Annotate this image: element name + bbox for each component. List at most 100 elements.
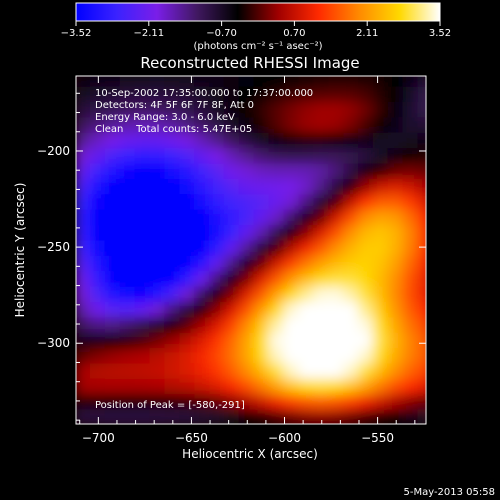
heatmap-cell: [76, 253, 92, 272]
heatmap-cell: [76, 299, 92, 318]
heatmap-cell: [387, 161, 405, 179]
heatmap-cell: [76, 284, 92, 302]
heatmap-cell: [402, 238, 420, 256]
heatmap-cell: [104, 146, 122, 164]
heatmap-cell: [164, 192, 182, 210]
heatmap-cell: [89, 176, 107, 195]
heatmap-cell: [387, 99, 405, 118]
heatmap-cell: [89, 238, 107, 256]
heatmap-cell: [357, 192, 375, 210]
heatmap-cell: [179, 299, 197, 318]
heatmap-cell: [89, 161, 107, 179]
heatmap-cell: [417, 269, 426, 287]
heatmap-cell: [164, 361, 182, 379]
heatmap-cell: [119, 76, 137, 87]
heatmap-cell: [387, 253, 405, 272]
heatmap-cell: [134, 376, 152, 395]
heatmap-cell: [313, 76, 331, 87]
heatmap-cell: [164, 161, 182, 179]
heatmap-cell: [179, 376, 197, 395]
heatmap-cell: [298, 207, 316, 226]
heatmap-cell: [343, 269, 360, 287]
heatmap-cell: [194, 376, 212, 395]
heatmap-cell: [253, 269, 271, 287]
heatmap-cell: [328, 238, 346, 256]
heatmap-cell: [134, 84, 152, 102]
heatmap-cell: [417, 392, 426, 410]
heatmap-cell: [313, 315, 331, 333]
colorbar-tick-label: −2.11: [133, 28, 164, 39]
heatmap-cell: [76, 330, 92, 349]
heatmap-cell: [76, 223, 92, 241]
heatmap-cell: [194, 115, 212, 133]
heatmap-cell: [268, 146, 286, 164]
heatmap-cell: [328, 84, 346, 102]
heatmap-cell: [417, 330, 426, 349]
heatmap-cell: [209, 99, 226, 118]
heatmap-cell: [179, 76, 197, 87]
heatmap-cell: [223, 130, 241, 149]
heatmap-cell: [119, 361, 137, 379]
heatmap-cell: [268, 176, 286, 195]
heatmap-cell: [343, 161, 360, 179]
heatmap-cell: [149, 146, 167, 164]
heatmap-cell: [209, 330, 226, 349]
heatmap-cell: [298, 76, 316, 87]
heatmap-cell: [89, 84, 107, 102]
heatmap-cell: [209, 146, 226, 164]
heatmap-cell: [283, 407, 301, 424]
heatmap-cell: [253, 115, 271, 133]
heatmap-cell: [76, 161, 92, 179]
heatmap-cell: [104, 346, 122, 364]
heatmap-cell: [253, 99, 271, 118]
heatmap-cell: [238, 330, 256, 349]
heatmap-cell: [343, 376, 360, 395]
heatmap-cell: [372, 330, 390, 349]
heatmap-cell: [343, 192, 360, 210]
heatmap-cell: [194, 361, 212, 379]
timestamp: 5-May-2013 05:58: [403, 487, 495, 498]
heatmap-cell: [268, 361, 286, 379]
heatmap-cell: [149, 361, 167, 379]
heatmap-cell: [298, 315, 316, 333]
heatmap-cell: [179, 361, 197, 379]
heatmap-cell: [372, 269, 390, 287]
heatmap-cell: [76, 99, 92, 118]
heatmap-cell: [402, 161, 420, 179]
heatmap-cell: [357, 361, 375, 379]
heatmap-cell: [134, 146, 152, 164]
heatmap-cell: [149, 253, 167, 272]
heatmap-cell: [268, 284, 286, 302]
heatmap-cell: [313, 253, 331, 272]
heatmap-cell: [194, 207, 212, 226]
heatmap-cell: [328, 299, 346, 318]
heatmap-cell: [119, 269, 137, 287]
heatmap-cell: [298, 346, 316, 364]
heatmap-cell: [298, 376, 316, 395]
heatmap-cell: [313, 99, 331, 118]
heatmap-cell: [209, 315, 226, 333]
heatmap-cell: [387, 84, 405, 102]
heatmap-cell: [76, 207, 92, 226]
heatmap-cell: [179, 192, 197, 210]
heatmap-cell: [253, 84, 271, 102]
heatmap-cell: [149, 392, 167, 410]
heatmap-cell: [194, 176, 212, 195]
x-tick-label: −700: [82, 431, 115, 445]
heatmap-cell: [417, 76, 426, 87]
heatmap-cell: [149, 330, 167, 349]
heatmap-cell: [298, 161, 316, 179]
heatmap-cell: [223, 238, 241, 256]
heatmap-cell: [268, 207, 286, 226]
heatmap-cell: [402, 223, 420, 241]
heatmap-cell: [253, 238, 271, 256]
heatmap-cell: [402, 146, 420, 164]
heatmap-cell: [372, 253, 390, 272]
heatmap-cell: [238, 361, 256, 379]
heatmap-cell: [328, 115, 346, 133]
heatmap-cell: [194, 99, 212, 118]
heatmap-cell: [402, 84, 420, 102]
heatmap-cell: [164, 176, 182, 195]
heatmap-cell: [283, 223, 301, 241]
heatmap-cell: [372, 115, 390, 133]
